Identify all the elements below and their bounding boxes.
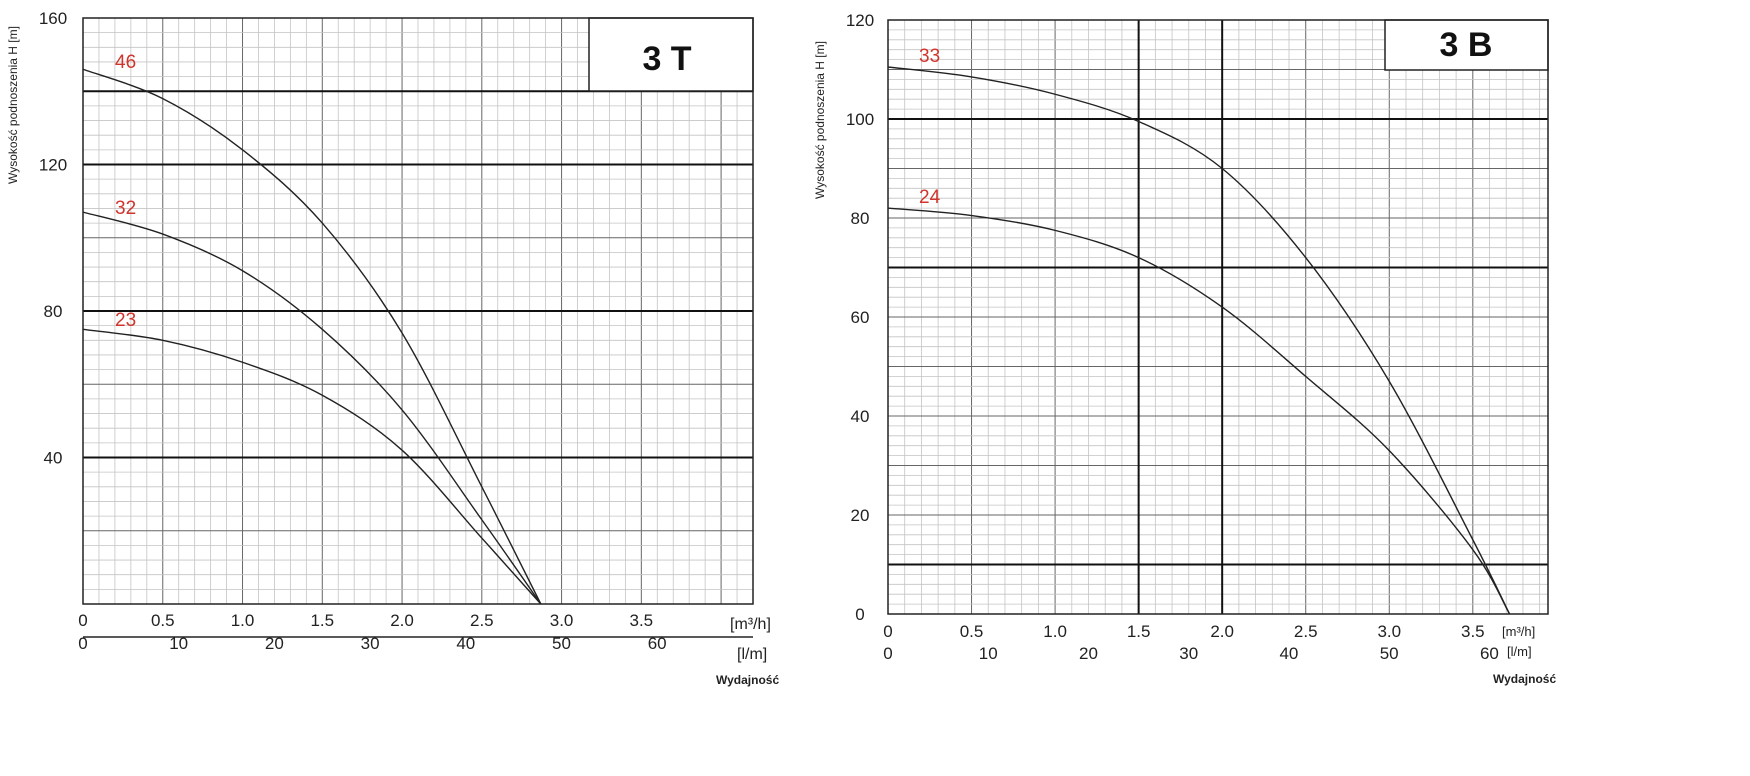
y-tick-label: 40 <box>44 449 63 468</box>
x-tick-label-m3h: 0.5 <box>151 611 175 630</box>
plot-frame <box>82 17 754 605</box>
x-axis-label: Wydajność <box>1493 672 1556 686</box>
x-tick-label-lmin: 20 <box>1079 644 1098 663</box>
x-tick-label-lmin: 60 <box>648 634 667 653</box>
series-line-24 <box>887 207 1511 615</box>
grid <box>82 17 754 605</box>
x-tick-label-lmin: 10 <box>979 644 998 663</box>
x-unit-secondary: [l/m] <box>737 646 767 663</box>
x-tick-label-lmin: 40 <box>1279 644 1298 663</box>
x-unit-secondary: [l/m] <box>1507 644 1532 659</box>
y-axis-label: Wysokość podnoszenia H [m] <box>813 41 827 199</box>
grid <box>887 19 1548 615</box>
x-tick-label-m3h: 3.5 <box>1461 622 1485 641</box>
x-tick-label-m3h: 2.0 <box>1210 622 1234 641</box>
series-label-33: 33 <box>919 46 940 67</box>
x-tick-label-m3h: 0 <box>883 622 892 641</box>
y-tick-label: 80 <box>44 302 63 321</box>
chart-title: 3 T <box>642 40 691 78</box>
x-tick-label-m3h: 3.5 <box>630 611 654 630</box>
chart-title: 3 B <box>1440 26 1493 64</box>
y-axis-label: Wysokość podnoszenia H [m] <box>6 26 20 184</box>
series-label-23: 23 <box>115 310 136 331</box>
x-tick-label-m3h: 2.5 <box>470 611 494 630</box>
x-tick-label-lmin: 10 <box>169 634 188 653</box>
y-tick-label: 20 <box>851 506 870 525</box>
x-tick-label-m3h: 1.5 <box>310 611 334 630</box>
x-tick-label-m3h: 0.5 <box>960 622 984 641</box>
x-tick-label-lmin: 50 <box>1380 644 1399 663</box>
y-tick-label: 40 <box>851 407 870 426</box>
x-tick-label-lmin: 0 <box>78 634 87 653</box>
plot-frame <box>887 19 1549 615</box>
y-tick-label: 0 <box>855 605 864 624</box>
x-tick-label-lmin: 20 <box>265 634 284 653</box>
series-label-46: 46 <box>115 52 136 73</box>
x-tick-label-lmin: 60 <box>1480 644 1499 663</box>
x-tick-label-m3h: 0 <box>78 611 87 630</box>
x-unit-primary: [m³/h] <box>1502 624 1535 639</box>
x-tick-label-lmin: 40 <box>456 634 475 653</box>
y-tick-label: 60 <box>851 308 870 327</box>
x-tick-label-m3h: 3.0 <box>550 611 574 630</box>
x-axis-label: Wydajność <box>716 673 779 687</box>
y-tick-label: 80 <box>851 209 870 228</box>
x-tick-label-lmin: 30 <box>1179 644 1198 663</box>
x-unit-primary: [m³/h] <box>730 616 771 633</box>
series-label-24: 24 <box>919 187 941 208</box>
x-tick-label-m3h: 2.0 <box>390 611 414 630</box>
series-line-46 <box>82 68 542 605</box>
series-line-33 <box>887 66 1511 615</box>
x-tick-label-m3h: 3.0 <box>1377 622 1401 641</box>
x-tick-label-m3h: 1.0 <box>231 611 255 630</box>
x-tick-label-m3h: 1.0 <box>1043 622 1067 641</box>
series-label-32: 32 <box>115 198 136 219</box>
y-tick-label: 120 <box>39 156 67 175</box>
x-tick-label-m3h: 2.5 <box>1294 622 1318 641</box>
x-tick-label-lmin: 0 <box>883 644 892 663</box>
y-tick-label: 100 <box>846 110 874 129</box>
x-tick-label-lmin: 30 <box>361 634 380 653</box>
chart-panel-1: 3 T 40 80 120 160 Wysokość podnoszenia H [m] 0… <box>6 9 779 687</box>
series-line-23 <box>82 328 542 605</box>
y-tick-label: 120 <box>846 11 874 30</box>
series-line-32 <box>82 211 542 605</box>
y-tick-label: 160 <box>39 9 67 28</box>
x-tick-label-m3h: 1.5 <box>1127 622 1151 641</box>
x-tick-label-lmin: 50 <box>552 634 571 653</box>
